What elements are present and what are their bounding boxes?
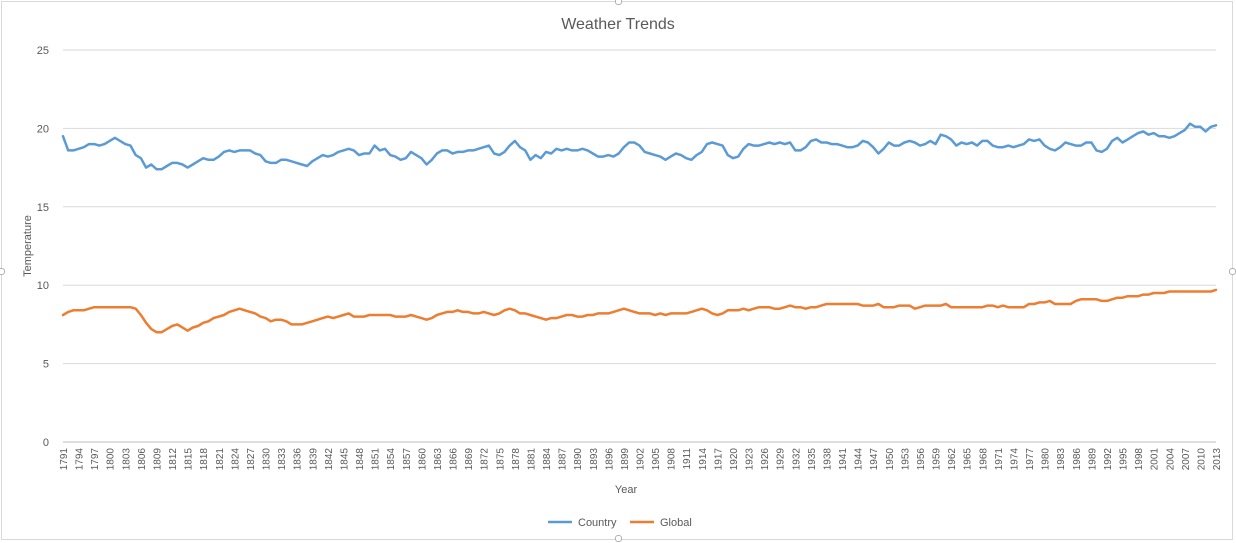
x-tick-label: 1914 (698, 448, 709, 471)
x-tick-label: 1929 (776, 448, 787, 471)
x-tick-label: 1815 (184, 448, 195, 471)
x-tick-label: 1977 (1025, 448, 1036, 471)
y-tick-label: 5 (43, 359, 49, 371)
x-tick-label: 1794 (75, 448, 86, 471)
x-tick-label: 1875 (495, 448, 506, 471)
x-tick-label: 1962 (947, 448, 958, 471)
gridlines (63, 49, 1216, 443)
x-tick-label: 1803 (121, 448, 132, 471)
x-tick-label: 1896 (604, 448, 615, 471)
x-tick-label: 1935 (807, 448, 818, 471)
x-tick-label: 1818 (199, 448, 210, 471)
x-tick-label: 1956 (916, 448, 927, 471)
x-tick-label: 1941 (838, 448, 849, 471)
x-tick-label: 1884 (542, 448, 553, 471)
x-tick-label: 1854 (386, 448, 397, 471)
x-tick-label: 1986 (1072, 448, 1083, 471)
x-tick-label: 1893 (589, 448, 600, 471)
x-tick-label: 1902 (636, 448, 647, 471)
x-tick-label: 1944 (854, 448, 865, 471)
x-tick-label: 1911 (682, 448, 693, 470)
x-tick-label: 1857 (402, 448, 413, 471)
x-tick-label: 1908 (667, 448, 678, 471)
x-tick-label: 1974 (1009, 448, 1020, 471)
x-tick-label: 1869 (464, 448, 475, 471)
x-tick-label: 2013 (1212, 448, 1223, 471)
resize-handle-top[interactable] (615, 0, 622, 5)
x-tick-label: 1842 (324, 448, 335, 471)
x-tick-label: 1824 (230, 448, 241, 471)
x-tick-label: 2001 (1150, 448, 1161, 471)
x-tick-label: 1848 (355, 448, 366, 471)
x-tick-label: 1800 (106, 448, 117, 471)
x-tick-label: 1950 (885, 448, 896, 471)
x-tick-label: 1830 (262, 448, 273, 471)
x-tick-label: 1926 (760, 448, 771, 471)
x-tick-label: 2010 (1196, 448, 1207, 471)
x-tick-label: 1797 (90, 448, 101, 471)
series-line-global[interactable] (61, 288, 1218, 334)
x-tick-label: 1836 (293, 448, 304, 471)
chart-title: Weather Trends (561, 16, 675, 33)
x-tick-label: 1899 (620, 448, 631, 471)
x-tick-label: 1887 (558, 448, 569, 471)
legend-label-global: Global (660, 517, 692, 529)
x-tick-label: 1827 (246, 448, 257, 471)
x-tick-label: 1980 (1041, 448, 1052, 471)
x-tick-label: 1878 (511, 448, 522, 471)
x-tick-label: 1881 (526, 448, 537, 471)
x-tick-label: 1968 (978, 448, 989, 471)
x-tick-label: 1821 (215, 448, 226, 471)
x-tick-label: 1839 (308, 448, 319, 471)
x-tick-label: 1923 (745, 448, 756, 471)
y-tick-label: 10 (37, 280, 49, 292)
x-tick-label: 1959 (932, 448, 943, 471)
y-tick-label: 15 (37, 202, 49, 214)
x-tick-label: 1806 (137, 448, 148, 471)
x-tick-label: 1971 (994, 448, 1005, 471)
x-tick-label: 1983 (1056, 448, 1067, 471)
x-tick-label: 1866 (449, 448, 460, 471)
x-tick-label: 1995 (1119, 448, 1130, 471)
x-tick-label: 1917 (713, 448, 724, 471)
y-axis-title: Temperature (22, 215, 34, 277)
legend-label-country: Country (578, 517, 617, 529)
y-tick-label: 0 (43, 437, 49, 449)
x-tick-label: 1905 (651, 448, 662, 471)
resize-handle-left[interactable] (0, 268, 5, 275)
x-tick-label: 1860 (417, 448, 428, 471)
x-tick-label: 1947 (869, 448, 880, 471)
x-tick-label: 1938 (822, 448, 833, 471)
x-tick-label: 2004 (1165, 448, 1176, 471)
x-tick-label: 1920 (729, 448, 740, 471)
x-tick-label: 1953 (900, 448, 911, 471)
x-axis-title: Year (615, 484, 638, 496)
x-tick-label: 1845 (339, 448, 350, 471)
x-tick-label: 1932 (791, 448, 802, 471)
x-tick-label: 1890 (573, 448, 584, 471)
y-tick-label: 20 (37, 123, 49, 135)
axes: 0 5 10 15 20 25 1791 1794 1797 1800 1803 1806 1809 18… (37, 45, 1223, 470)
x-tick-label: 1872 (480, 448, 491, 471)
x-tick-label: 1812 (168, 448, 179, 471)
x-tick-label: 1833 (277, 448, 288, 471)
series-line-country[interactable] (61, 122, 1218, 171)
x-tick-label: 1851 (371, 448, 382, 471)
x-tick-label: 2007 (1181, 448, 1192, 471)
x-tick-label: 1965 (963, 448, 974, 471)
series-lines[interactable] (61, 122, 1218, 334)
x-tick-label: 1809 (152, 448, 163, 471)
y-tick-label: 25 (37, 45, 49, 57)
x-tick-label: 1791 (59, 448, 70, 471)
legend[interactable]: Country Global (548, 517, 692, 529)
x-tick-label: 1863 (433, 448, 444, 471)
x-tick-label: 1998 (1134, 448, 1145, 471)
x-tick-label: 1992 (1103, 448, 1114, 471)
resize-handle-bottom[interactable] (615, 535, 622, 542)
x-tick-label: 1989 (1087, 448, 1098, 471)
